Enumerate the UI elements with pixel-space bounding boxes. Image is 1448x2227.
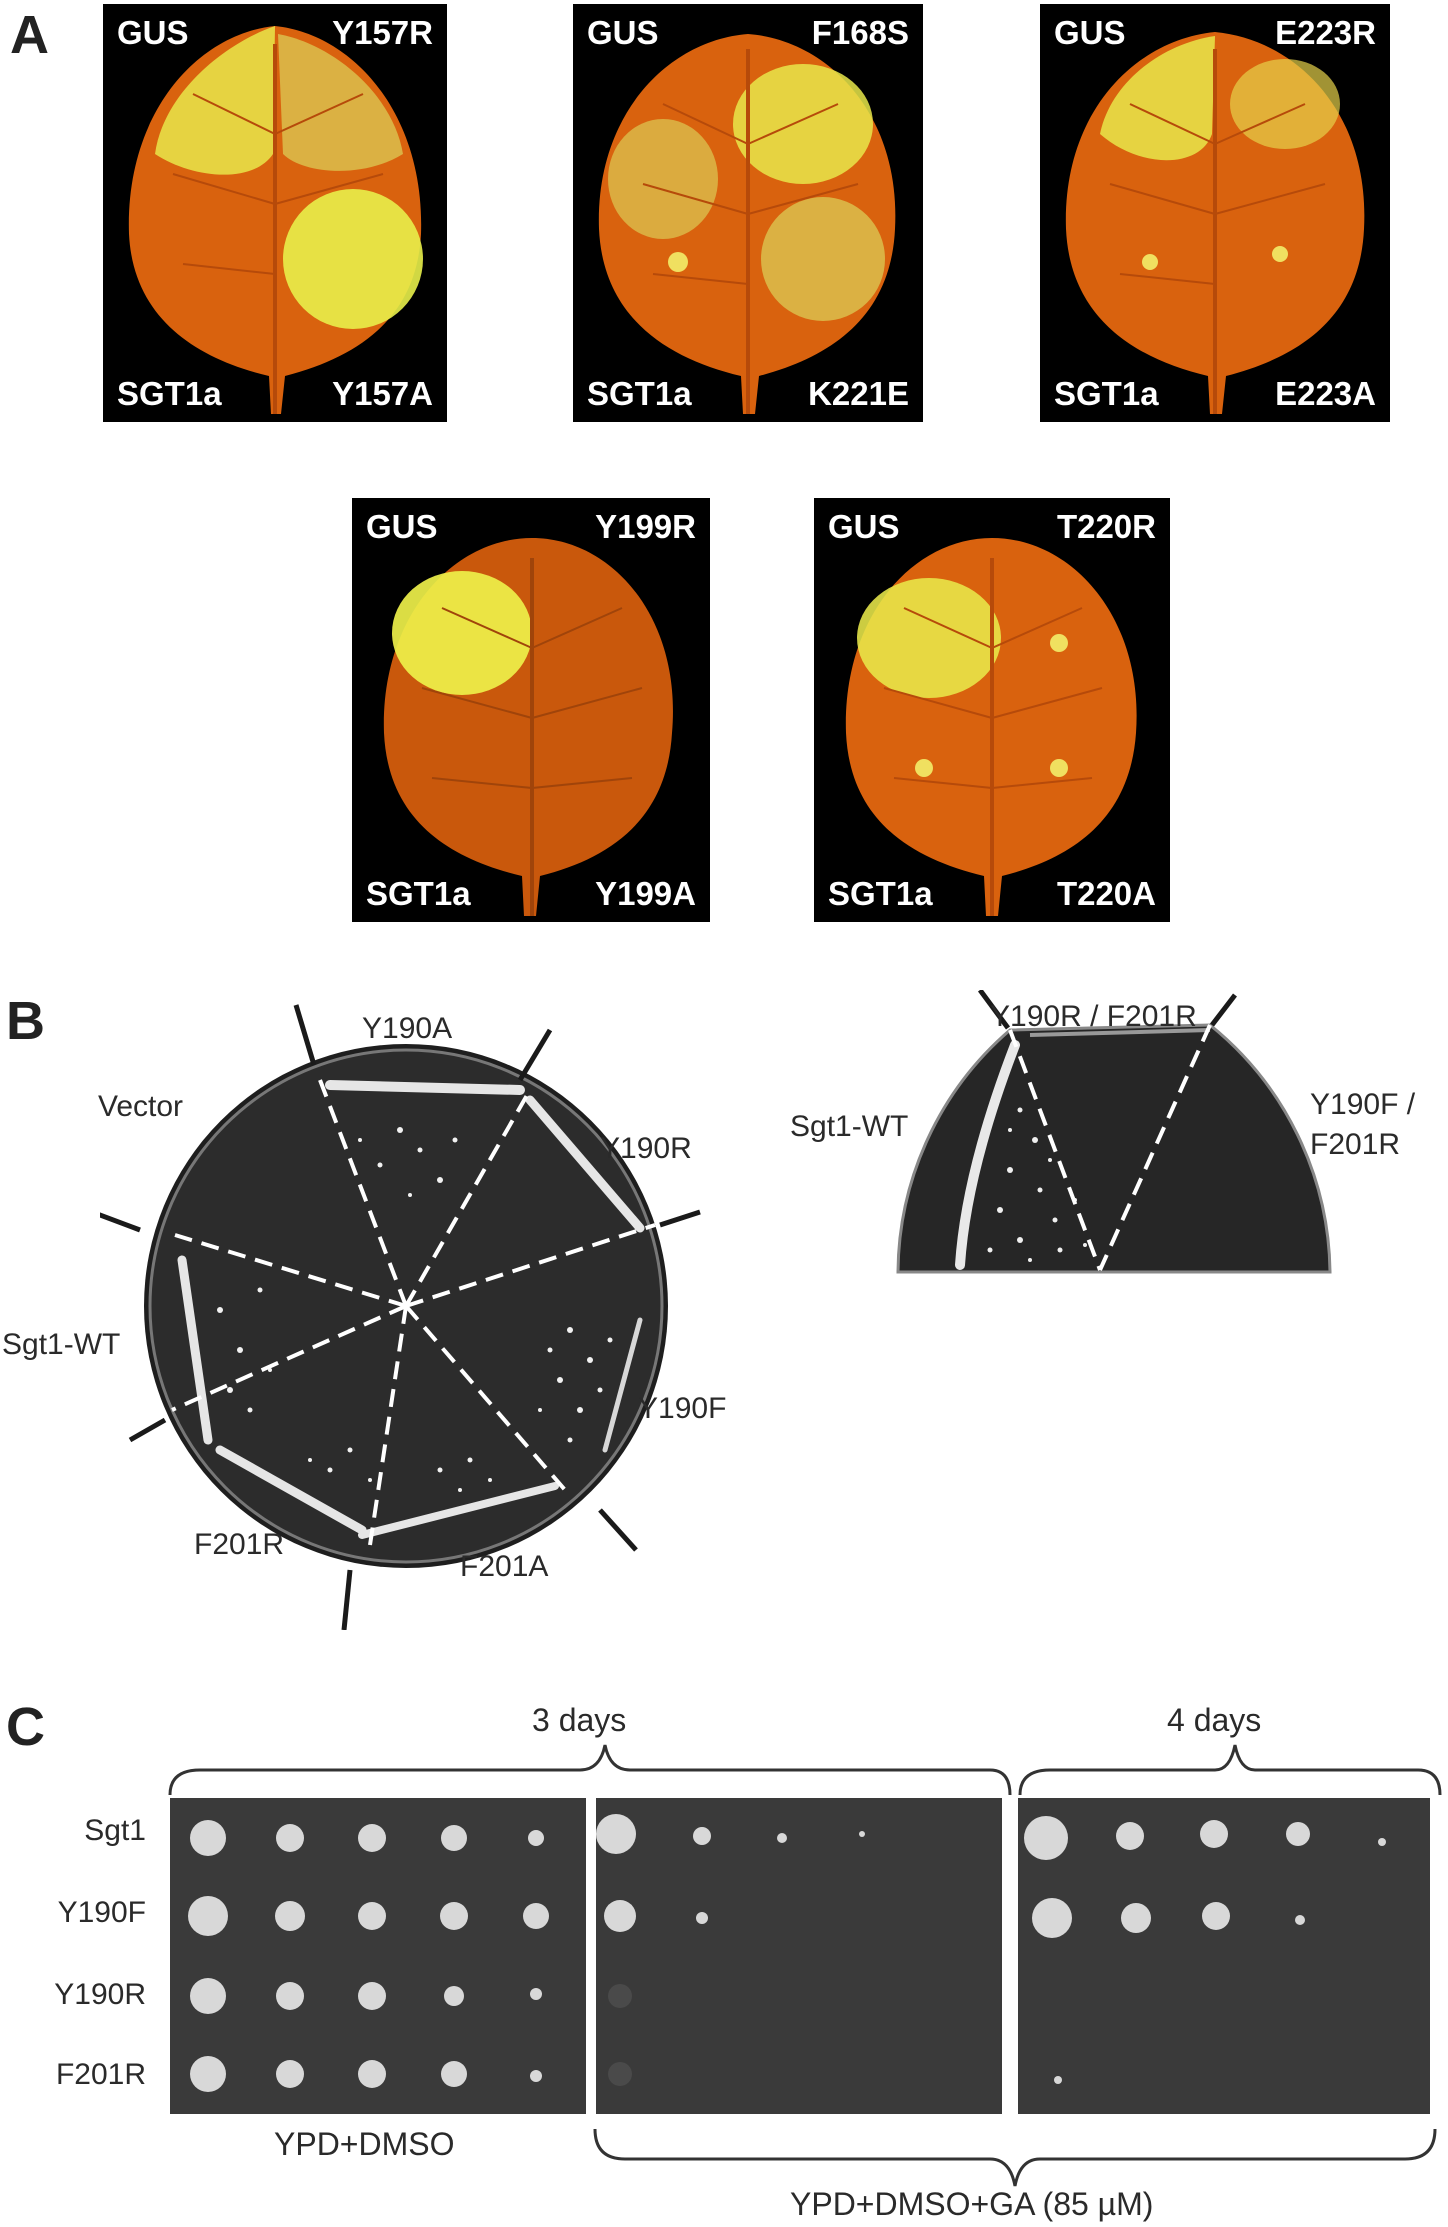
plate-label-f201r: F201R (194, 1528, 285, 1561)
plate-label-y190f-f201r-line1: Y190F / (1310, 1088, 1416, 1121)
plate-label-y190f-f201r-line2: F201R (1310, 1128, 1401, 1161)
leaf-graphic (598, 34, 896, 414)
leaf-label-bottom-right: K221E (808, 375, 909, 412)
panel-c-letter: C (6, 1697, 45, 1757)
plate-label-y190f: Y190F (638, 1392, 727, 1425)
brace-label-3-days: 3 days (532, 1702, 627, 1738)
row-label-y190f: Y190F (57, 1896, 146, 1929)
leaf-label-bottom-left: SGT1a (587, 375, 692, 412)
yeast-plate-half (896, 990, 1332, 1274)
leaf-label-bottom-right: T220A (1056, 875, 1156, 912)
bottom-label-ga: YPD+DMSO+GA (85 µM) (790, 2186, 1154, 2222)
plate-label-y190r: Y190R (600, 1132, 692, 1165)
leaf-label-bottom-left: SGT1a (1054, 375, 1159, 412)
colony-scatter (217, 1127, 613, 1492)
leaf-label-top-left: GUS (587, 14, 659, 51)
plate-label-y190a: Y190A (362, 1012, 453, 1045)
leaf-label-top-left: GUS (117, 14, 189, 51)
spot-grid (188, 1820, 549, 2092)
leaf-graphic (1065, 32, 1365, 414)
leaf-label-bottom-left: SGT1a (828, 875, 933, 912)
leaf-label-top-left: GUS (366, 508, 438, 545)
leaf-graphic (128, 26, 423, 414)
plate-label-vector: Vector (98, 1090, 184, 1123)
leaf-label-top-right: F168S (811, 14, 909, 51)
spot-panel-ga-3-days (596, 1798, 1002, 2114)
plate-label-y190r-f201r: Y190R / F201R (990, 1000, 1197, 1033)
yeast-plate-round (100, 1004, 701, 1630)
bottom-label-ypd-dmso: YPD+DMSO (274, 2126, 455, 2162)
leaf-label-top-right: Y157R (332, 14, 433, 51)
leaf-image-2: GUS F168S SGT1a K221E (573, 4, 923, 422)
leaf-label-bottom-left: SGT1a (366, 875, 471, 912)
leaf-label-bottom-left: SGT1a (117, 375, 222, 412)
plate-label-sgt1-wt: Sgt1-WT (2, 1328, 121, 1361)
spot-panel-ga-4-days (1018, 1798, 1430, 2114)
panel-b-letter: B (6, 991, 45, 1051)
plate-label-f201a: F201A (460, 1550, 549, 1583)
panel-a-letter: A (10, 5, 49, 65)
leaf-label-top-right: T220R (1056, 508, 1156, 545)
row-label-sgt1: Sgt1 (84, 1814, 146, 1847)
bottom-brace (593, 2128, 1437, 2187)
top-braces (168, 1744, 1442, 1796)
leaf-graphic (845, 538, 1137, 916)
leaf-label-top-left: GUS (1054, 14, 1126, 51)
leaf-label-bottom-right: Y157A (332, 375, 433, 412)
leaf-label-bottom-right: Y199A (595, 875, 696, 912)
leaf-image-1: GUS Y157R SGT1a Y157A (103, 4, 447, 422)
spot-grid (1024, 1816, 1386, 2084)
spot-panel-ypd-dmso (170, 1798, 586, 2114)
spot-grid (596, 1814, 865, 2086)
leaf-label-top-right: E223R (1275, 14, 1376, 51)
leaf-graphic (383, 538, 673, 916)
leaf-label-top-left: GUS (828, 508, 900, 545)
leaf-image-4: GUS Y199R SGT1a Y199A (352, 498, 710, 922)
row-label-f201r: F201R (55, 2058, 146, 2091)
leaf-label-bottom-right: E223A (1275, 375, 1376, 412)
brace-label-4-days: 4 days (1167, 1702, 1262, 1738)
row-label-y190r: Y190R (54, 1978, 146, 2011)
leaf-image-3: GUS E223R SGT1a E223A (1040, 4, 1390, 422)
leaf-label-top-right: Y199R (595, 508, 696, 545)
leaf-image-5: GUS T220R SGT1a T220A (814, 498, 1170, 922)
plate-label-sgt1-wt-half: Sgt1-WT (790, 1110, 909, 1143)
